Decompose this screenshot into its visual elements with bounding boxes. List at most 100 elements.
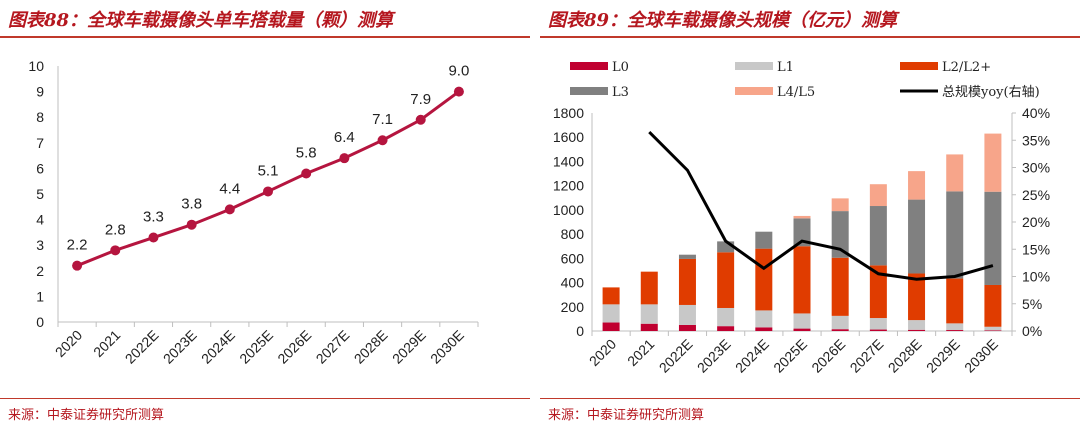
data-point: [224, 204, 235, 215]
data-point: [301, 168, 312, 179]
bar-l2-l2-: [869, 265, 887, 319]
left-source-note: 来源：中泰证券研究所测算: [8, 408, 165, 423]
data-point: [377, 135, 388, 146]
x-tick-label: 2021: [90, 327, 123, 360]
data-label: 7.9: [410, 91, 431, 108]
bar-l2-l2-: [984, 284, 1002, 327]
bar-l0: [984, 330, 1002, 331]
bar-l2-l2-: [640, 271, 658, 305]
data-label: 7.1: [372, 111, 393, 128]
right-y-tick-label: 20%: [1022, 214, 1050, 230]
data-label: 5.1: [258, 162, 279, 179]
bar-l1: [755, 310, 773, 328]
bar-l1: [678, 304, 696, 325]
data-point: [415, 114, 426, 125]
legend-label: L4/L5: [777, 85, 815, 100]
left-bottom-rule: [0, 398, 530, 399]
y-tick-label: 1: [36, 288, 44, 304]
legend-label: 总规模yoy(右轴): [942, 85, 1040, 100]
legend-swatch: [570, 87, 608, 95]
x-tick-label: 2026E: [274, 327, 314, 367]
x-tick-label: 2028E: [351, 327, 391, 367]
bar-l2-l2-: [908, 273, 926, 321]
yoy-line: [648, 131, 994, 281]
right-y-tick-label: 30%: [1022, 160, 1050, 176]
bar-l0: [946, 330, 964, 331]
y-tick-label: 0: [36, 314, 44, 330]
bar-l3: [755, 231, 773, 249]
x-tick-label: 2023E: [160, 327, 200, 367]
left-y-tick-label: 1800: [553, 105, 584, 121]
left-y-tick-label: 200: [561, 299, 585, 315]
left-y-tick-label: 0: [576, 323, 584, 339]
bar-l2-l2-: [946, 278, 964, 324]
left-y-tick-label: 800: [561, 226, 585, 242]
left-title-rule: [0, 36, 530, 38]
data-point: [263, 186, 273, 197]
bar-l2-l2-: [831, 257, 849, 316]
data-point: [148, 232, 159, 243]
data-point: [72, 260, 83, 271]
bar-l1: [831, 315, 849, 330]
right-y-tick-label: 15%: [1022, 241, 1050, 257]
bar-l4-l5: [984, 133, 1002, 192]
legend-label: L3: [612, 85, 629, 100]
left-y-tick-label: 400: [561, 275, 585, 291]
x-tick-label: 2026E: [808, 336, 848, 376]
right-y-tick-label: 5%: [1022, 296, 1042, 312]
bar-l1: [602, 304, 620, 323]
bar-l1: [908, 320, 926, 330]
x-tick-label: 2025E: [236, 327, 276, 367]
bar-l1: [946, 323, 964, 331]
x-tick-label: 2030E: [961, 336, 1001, 376]
x-tick-label: 2022E: [656, 336, 696, 376]
legend-swatch: [735, 87, 773, 95]
x-tick-label: 2027E: [847, 336, 887, 376]
y-tick-label: 10: [28, 58, 44, 74]
left-figure-title: 图表88：全球车载摄像头单车搭载量（颗）测算: [8, 10, 394, 31]
bar-l2-l2-: [717, 252, 735, 308]
y-tick-label: 4: [36, 212, 44, 228]
y-tick-label: 8: [36, 109, 44, 125]
bar-l2-l2-: [602, 287, 620, 305]
left-y-tick-label: 1200: [553, 178, 584, 194]
y-tick-label: 3: [36, 237, 44, 253]
x-tick-label: 2027E: [313, 327, 353, 367]
bar-l0: [869, 329, 887, 331]
bar-l0: [831, 329, 849, 331]
legend-swatch: [735, 62, 773, 70]
bar-l4-l5: [831, 198, 849, 212]
x-tick-label: 2030E: [427, 327, 467, 367]
bar-l4-l5: [946, 154, 964, 192]
bar-l0: [755, 327, 773, 331]
right-y-tick-label: 40%: [1022, 105, 1050, 121]
right-bottom-rule: [540, 398, 1080, 399]
right-y-tick-label: 25%: [1022, 187, 1050, 203]
bar-l4-l5: [869, 184, 887, 207]
right-y-tick-label: 35%: [1022, 132, 1050, 148]
data-point: [110, 245, 121, 256]
data-label: 5.8: [296, 145, 317, 162]
left-y-tick-label: 1400: [553, 153, 584, 169]
data-label: 2.2: [67, 237, 88, 254]
bar-l3: [717, 241, 735, 253]
x-tick-label: 2029E: [389, 327, 429, 367]
bar-l2-l2-: [755, 248, 773, 311]
x-tick-label: 2029E: [923, 336, 963, 376]
y-tick-label: 6: [36, 160, 44, 176]
bar-l1: [984, 326, 1002, 331]
bar-l3: [831, 211, 849, 258]
bar-l1: [717, 307, 735, 327]
right-y-tick-label: 10%: [1022, 269, 1050, 285]
right-stacked-bar-chart: L0 L1 L2/L2+ L3 L4/L5 总规模yoy(右轴) 0 200 400 600 800…: [553, 60, 1050, 376]
bar-l1: [793, 313, 811, 329]
right-figure-title: 图表89：全球车载摄像头规模（亿元）测算: [548, 10, 898, 31]
bar-l2-l2-: [793, 246, 811, 314]
legend-label: L2/L2+: [942, 60, 991, 75]
right-source-note: 来源：中泰证券研究所测算: [548, 408, 705, 423]
bar-l2-l2-: [678, 258, 696, 305]
bar-l1: [869, 318, 887, 330]
y-tick-label: 5: [36, 186, 44, 202]
left-y-tick-label: 600: [561, 250, 585, 266]
legend-label: L1: [777, 60, 794, 75]
